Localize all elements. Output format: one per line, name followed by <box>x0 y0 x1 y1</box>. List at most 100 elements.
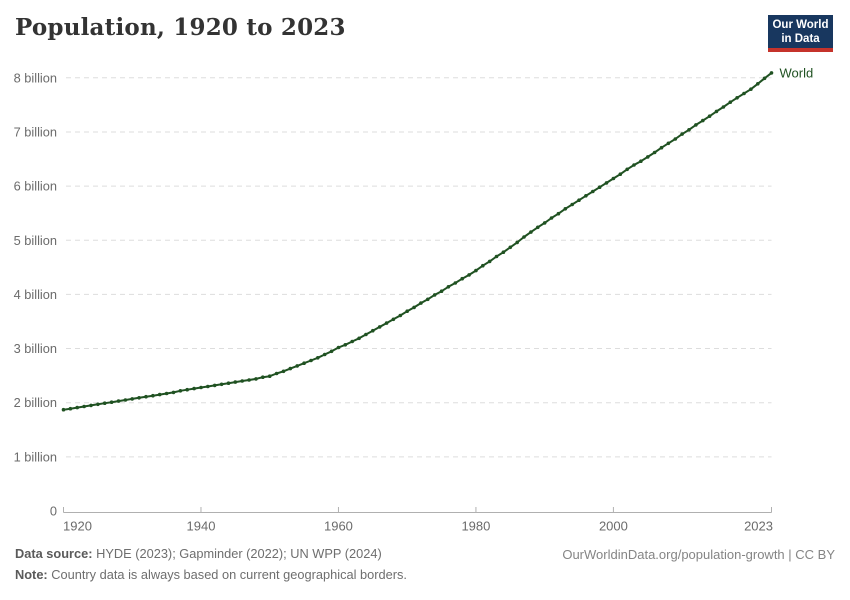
data-point[interactable] <box>371 328 375 333</box>
data-point[interactable] <box>756 82 760 86</box>
data-point[interactable] <box>316 356 320 360</box>
data-point[interactable] <box>226 381 231 386</box>
data-point[interactable] <box>494 254 499 259</box>
data-point[interactable] <box>247 378 251 382</box>
data-point[interactable] <box>412 305 416 310</box>
data-point[interactable] <box>281 369 286 374</box>
data-point[interactable] <box>501 250 506 254</box>
data-point[interactable] <box>749 87 753 91</box>
data-point[interactable] <box>254 377 258 381</box>
data-point[interactable] <box>577 198 581 202</box>
data-point[interactable] <box>302 361 306 366</box>
data-point[interactable] <box>295 364 300 368</box>
data-point[interactable] <box>453 281 458 285</box>
data-point[interactable] <box>735 96 739 100</box>
data-point[interactable] <box>96 402 100 407</box>
data-point[interactable] <box>419 301 423 305</box>
data-point[interactable] <box>604 181 609 185</box>
data-point-markers[interactable] <box>61 71 774 412</box>
data-point[interactable] <box>467 273 471 277</box>
data-point[interactable] <box>426 297 430 302</box>
series-end-label-world[interactable]: World <box>780 65 814 80</box>
data-point[interactable] <box>377 325 382 329</box>
owid-logo[interactable]: Our World in Data <box>768 15 833 52</box>
data-point[interactable] <box>432 293 437 297</box>
population-line-chart[interactable]: 0 1 billion 2 billion 3 billion 4 billion 5 b… <box>0 0 850 545</box>
data-point[interactable] <box>75 405 79 410</box>
data-point[interactable] <box>350 339 355 344</box>
data-point[interactable] <box>137 396 141 400</box>
data-point[interactable] <box>515 240 519 245</box>
data-point[interactable] <box>192 386 196 391</box>
data-point[interactable] <box>666 141 671 146</box>
data-point[interactable] <box>707 114 712 118</box>
data-point[interactable] <box>309 358 313 363</box>
data-point[interactable] <box>329 349 334 354</box>
data-point[interactable] <box>460 276 465 281</box>
data-point[interactable] <box>364 332 368 337</box>
data-point[interactable] <box>116 399 121 403</box>
data-point[interactable] <box>474 268 478 273</box>
data-point[interactable] <box>322 352 327 357</box>
data-point[interactable] <box>240 379 244 383</box>
data-point[interactable] <box>549 216 554 220</box>
data-point[interactable] <box>391 317 396 322</box>
data-point[interactable] <box>343 343 348 347</box>
data-point[interactable] <box>742 91 746 96</box>
data-point[interactable] <box>714 109 719 114</box>
data-point[interactable] <box>384 321 389 325</box>
data-point[interactable] <box>219 382 224 387</box>
data-point[interactable] <box>529 230 533 234</box>
data-point[interactable] <box>536 225 540 230</box>
data-point[interactable] <box>646 155 650 159</box>
data-point[interactable] <box>652 150 657 155</box>
data-point[interactable] <box>591 189 595 194</box>
data-point[interactable] <box>130 397 134 401</box>
data-point[interactable] <box>398 313 403 318</box>
data-point[interactable] <box>584 194 588 198</box>
data-point[interactable] <box>721 105 726 109</box>
data-point[interactable] <box>570 202 574 207</box>
data-point[interactable] <box>405 309 410 314</box>
data-point[interactable] <box>439 289 444 294</box>
data-point[interactable] <box>357 336 361 341</box>
data-point[interactable] <box>61 407 66 412</box>
world-series-line[interactable] <box>62 71 773 411</box>
data-point[interactable] <box>185 387 189 392</box>
data-point[interactable] <box>611 176 616 181</box>
data-point[interactable] <box>199 385 203 390</box>
data-point[interactable] <box>522 235 526 239</box>
data-point[interactable] <box>542 221 547 225</box>
data-point[interactable] <box>694 123 698 127</box>
data-point[interactable] <box>481 263 485 268</box>
data-point[interactable] <box>171 390 176 395</box>
data-point[interactable] <box>618 172 623 176</box>
data-point[interactable] <box>446 285 451 289</box>
data-point[interactable] <box>701 118 705 123</box>
data-point[interactable] <box>89 403 93 408</box>
data-point[interactable] <box>625 167 629 172</box>
data-point[interactable] <box>288 366 293 371</box>
data-point[interactable] <box>82 404 86 409</box>
data-point[interactable] <box>267 374 272 379</box>
data-point[interactable] <box>556 211 561 216</box>
data-point[interactable] <box>687 128 691 132</box>
data-point[interactable] <box>151 393 155 398</box>
data-point[interactable] <box>728 100 733 104</box>
data-point[interactable] <box>680 132 684 136</box>
data-point[interactable] <box>632 163 636 167</box>
data-point[interactable] <box>102 401 107 406</box>
data-point[interactable] <box>233 380 238 384</box>
data-point[interactable] <box>274 371 279 376</box>
data-point[interactable] <box>508 245 513 250</box>
data-point[interactable] <box>336 345 341 350</box>
data-point[interactable] <box>597 185 602 189</box>
data-point[interactable] <box>261 375 265 380</box>
data-point[interactable] <box>673 137 678 141</box>
data-point[interactable] <box>563 207 568 211</box>
data-point[interactable] <box>157 392 162 397</box>
data-point[interactable] <box>164 391 169 396</box>
data-point[interactable] <box>769 71 774 75</box>
data-point[interactable] <box>123 398 128 402</box>
data-point[interactable] <box>762 76 767 81</box>
